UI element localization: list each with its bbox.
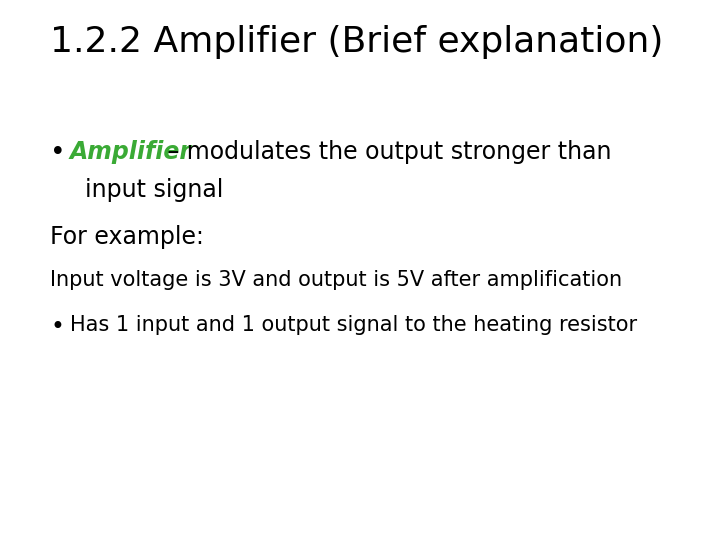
Text: For example:: For example: bbox=[50, 225, 204, 249]
Text: – modulates the output stronger than: – modulates the output stronger than bbox=[160, 140, 611, 164]
Text: Has 1 input and 1 output signal to the heating resistor: Has 1 input and 1 output signal to the h… bbox=[70, 315, 637, 335]
Text: 1.2.2 Amplifier (Brief explanation): 1.2.2 Amplifier (Brief explanation) bbox=[50, 25, 663, 59]
Text: •: • bbox=[50, 315, 64, 339]
Text: Amplifier: Amplifier bbox=[70, 140, 192, 164]
Text: input signal: input signal bbox=[70, 178, 223, 202]
Text: Input voltage is 3V and output is 5V after amplification: Input voltage is 3V and output is 5V aft… bbox=[50, 270, 622, 290]
Text: •: • bbox=[50, 140, 66, 166]
